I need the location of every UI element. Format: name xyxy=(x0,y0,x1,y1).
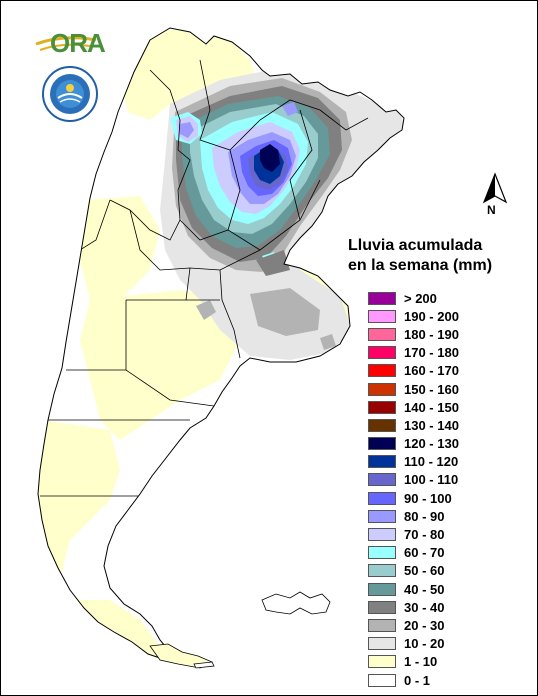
legend-label: 70 - 80 xyxy=(404,527,445,543)
legend-swatch xyxy=(368,564,396,578)
legend-title: Lluvia acumulada en la semana (mm) xyxy=(348,236,492,276)
legend-swatch xyxy=(368,509,396,523)
legend-label: 20 - 30 xyxy=(404,617,445,633)
legend-swatch xyxy=(368,382,396,396)
contour-20-30-east xyxy=(250,288,320,336)
legend-label: 1 - 10 xyxy=(404,654,438,670)
legend-label: 140 - 150 xyxy=(404,399,459,415)
legend-swatch xyxy=(368,637,396,651)
legend-item: 1 - 10 xyxy=(368,653,459,671)
rainfall-legend: > 200 190 - 200 180 - 190 170 - 180 160 - 17… xyxy=(368,289,459,689)
legend-item: 100 - 110 xyxy=(368,471,459,489)
legend-item: 150 - 160 xyxy=(368,380,459,398)
legend-label: 170 - 180 xyxy=(404,345,459,361)
legend-item: 170 - 180 xyxy=(368,344,459,362)
legend-item: 180 - 190 xyxy=(368,325,459,343)
legend-swatch xyxy=(368,673,396,687)
contour-30-40-south-spot xyxy=(256,250,290,276)
contour-20-30-spot2 xyxy=(320,334,336,350)
legend-item: 30 - 40 xyxy=(368,598,459,616)
legend-item: 190 - 200 xyxy=(368,307,459,325)
legend-swatch xyxy=(368,364,396,378)
legend-swatch xyxy=(368,455,396,469)
legend-item: 40 - 50 xyxy=(368,580,459,598)
legend-item: 110 - 120 xyxy=(368,453,459,471)
argentina-outline xyxy=(37,27,405,661)
legend-title-line2: en la semana (mm) xyxy=(348,257,493,274)
legend-swatch xyxy=(368,546,396,560)
legend-item: 120 - 130 xyxy=(368,435,459,453)
legend-label: 160 - 170 xyxy=(404,363,459,379)
legend-label: 130 - 140 xyxy=(404,417,459,433)
legend-swatch xyxy=(368,655,396,669)
legend-label: 60 - 70 xyxy=(404,545,445,561)
legend-label: 80 - 90 xyxy=(404,508,445,524)
contour-1-10-central xyxy=(80,290,240,440)
legend-swatch xyxy=(368,400,396,414)
malvinas-islands xyxy=(261,591,331,615)
legend-swatch xyxy=(368,291,396,305)
contour-80-90-ne-spot xyxy=(282,102,298,116)
legend-item: 10 - 20 xyxy=(368,635,459,653)
legend-label: 180 - 190 xyxy=(404,326,459,342)
legend-title-line1: Lluvia acumulada xyxy=(348,237,483,254)
legend-swatch xyxy=(368,618,396,632)
legend-label: > 200 xyxy=(404,290,437,306)
legend-item: 60 - 70 xyxy=(368,544,459,562)
contour-120-130-core xyxy=(260,144,280,172)
legend-item: 50 - 60 xyxy=(368,562,459,580)
legend-swatch xyxy=(368,473,396,487)
contour-80-90-west xyxy=(180,122,194,138)
legend-swatch xyxy=(368,582,396,596)
province-boundaries xyxy=(40,59,369,497)
legend-swatch xyxy=(368,528,396,542)
isla-de-los-estados xyxy=(193,661,215,669)
legend-item: > 200 xyxy=(368,289,459,307)
legend-item: 130 - 140 xyxy=(368,416,459,434)
legend-label: 40 - 50 xyxy=(404,581,445,597)
legend-swatch xyxy=(368,600,396,614)
legend-label: 120 - 130 xyxy=(404,436,459,452)
ora-logo-text: ORA xyxy=(50,28,106,58)
legend-swatch xyxy=(368,491,396,505)
legend-item: 90 - 100 xyxy=(368,489,459,507)
legend-swatch xyxy=(368,346,396,360)
legend-label: 0 - 1 xyxy=(404,672,431,688)
legend-swatch xyxy=(368,327,396,341)
contour-20-30-spot1 xyxy=(196,300,216,320)
legend-label: 100 - 110 xyxy=(404,472,459,488)
legend-label: 10 - 20 xyxy=(404,636,445,652)
north-label: N xyxy=(487,203,496,217)
legend-item: 160 - 170 xyxy=(368,362,459,380)
ora-logo xyxy=(35,36,97,51)
servicio-meteorologico-seal xyxy=(42,66,98,122)
legend-label: 30 - 40 xyxy=(404,599,445,615)
legend-item: 0 - 1 xyxy=(368,671,459,689)
legend-label: 190 - 200 xyxy=(404,308,459,324)
legend-label: 110 - 120 xyxy=(404,454,459,470)
legend-swatch xyxy=(368,418,396,432)
legend-label: 50 - 60 xyxy=(404,563,445,579)
legend-label: 90 - 100 xyxy=(404,490,452,506)
rainfall-contours xyxy=(38,30,404,660)
north-arrow-icon xyxy=(482,172,508,204)
legend-item: 80 - 90 xyxy=(368,507,459,525)
legend-item: 140 - 150 xyxy=(368,398,459,416)
contour-1-10-west xyxy=(80,196,160,300)
legend-label: 150 - 160 xyxy=(404,381,459,397)
legend-swatch xyxy=(368,437,396,451)
legend-item: 70 - 80 xyxy=(368,525,459,543)
legend-item: 20 - 30 xyxy=(368,616,459,634)
legend-swatch xyxy=(368,309,396,323)
